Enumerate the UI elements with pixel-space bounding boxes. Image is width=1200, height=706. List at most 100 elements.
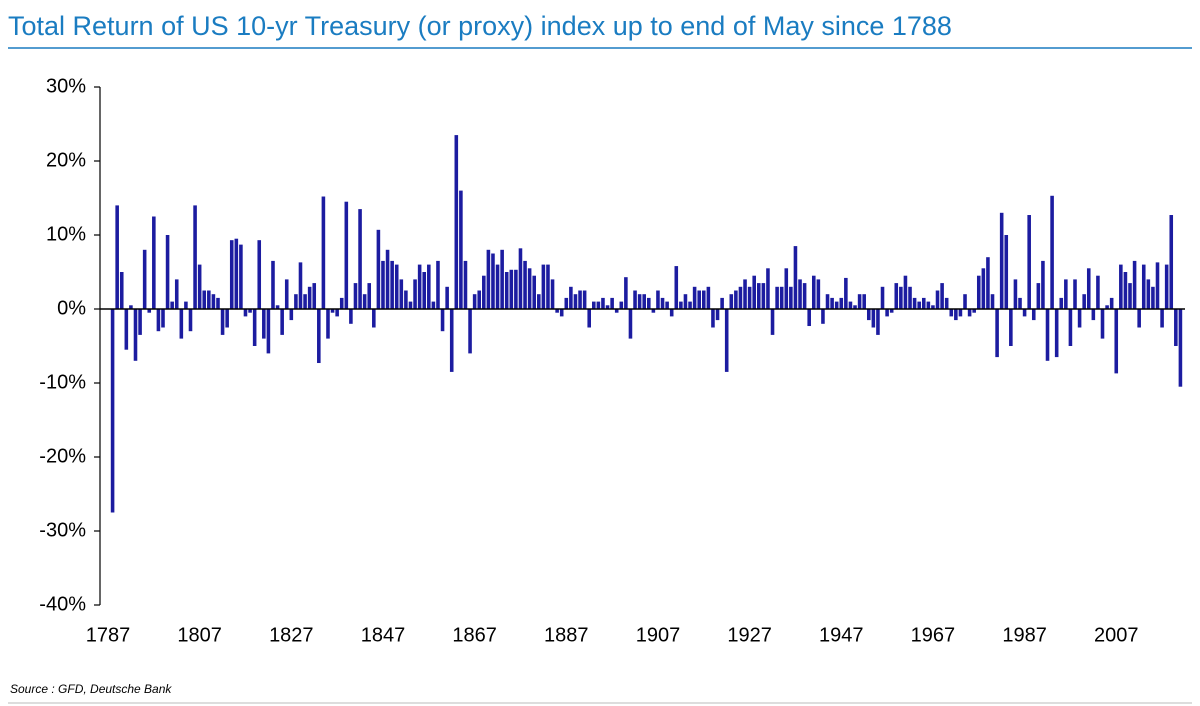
- bar: [500, 249, 504, 309]
- bar: [738, 286, 743, 309]
- bar: [188, 309, 193, 332]
- bar: [1146, 279, 1151, 309]
- bar: [1077, 309, 1082, 328]
- bar: [427, 264, 431, 309]
- bar: [330, 309, 335, 313]
- bar: [789, 286, 793, 309]
- bar: [339, 297, 344, 309]
- bar: [610, 297, 614, 309]
- bar: [651, 309, 656, 313]
- bar: [1004, 235, 1009, 309]
- bar: [715, 309, 720, 321]
- bar: [669, 309, 674, 317]
- bar: [170, 301, 174, 309]
- bar: [816, 279, 821, 309]
- bar: [266, 309, 271, 354]
- bar: [312, 283, 317, 309]
- bar: [637, 294, 642, 309]
- bar: [1123, 272, 1128, 309]
- bar: [1041, 260, 1045, 309]
- bar: [876, 309, 880, 335]
- bar: [724, 309, 729, 372]
- bar: [234, 238, 239, 309]
- bar: [1059, 297, 1064, 309]
- bar: [463, 260, 468, 309]
- bar: [1096, 275, 1100, 309]
- chart-title: Total Return of US 10-yr Treasury (or pr…: [8, 11, 952, 41]
- bar: [142, 249, 147, 309]
- bar: [161, 309, 165, 328]
- bar: [761, 283, 766, 309]
- bar: [335, 309, 339, 317]
- bar: [958, 309, 963, 317]
- bar: [1045, 309, 1050, 361]
- bar: [468, 309, 472, 354]
- x-tick-label: 1947: [819, 624, 864, 646]
- bar: [944, 297, 949, 309]
- bar: [110, 309, 115, 513]
- bar: [417, 264, 422, 309]
- bar: [633, 290, 637, 309]
- bar: [628, 309, 633, 339]
- bar: [912, 297, 917, 309]
- bar: [1086, 268, 1091, 309]
- bar: [889, 309, 894, 313]
- bar: [752, 275, 756, 309]
- bar: [697, 290, 701, 309]
- y-tick-label: -20%: [39, 445, 86, 467]
- bar: [834, 301, 839, 309]
- bar: [1132, 260, 1137, 309]
- bar: [990, 294, 995, 309]
- bar: [688, 301, 692, 309]
- bar: [857, 294, 862, 309]
- bar: [921, 297, 926, 309]
- bar: [317, 309, 321, 364]
- bar: [665, 301, 669, 309]
- bar: [518, 248, 523, 309]
- bar: [248, 309, 252, 313]
- bar: [514, 269, 518, 309]
- bar: [404, 290, 408, 309]
- bar: [229, 240, 234, 309]
- bar: [1013, 279, 1018, 309]
- bar: [899, 286, 903, 309]
- bar: [1105, 305, 1109, 309]
- bar: [1091, 309, 1096, 321]
- bar: [811, 275, 816, 309]
- bar: [1114, 309, 1119, 374]
- bar: [495, 264, 500, 309]
- bar: [592, 301, 596, 309]
- bar: [596, 301, 601, 309]
- bar: [367, 283, 372, 309]
- bar: [1160, 309, 1164, 328]
- bar: [784, 268, 789, 309]
- bar: [527, 268, 532, 309]
- bar: [445, 286, 449, 309]
- bar: [399, 279, 404, 309]
- bar: [1054, 309, 1059, 358]
- bar: [381, 260, 385, 309]
- bar: [477, 290, 482, 309]
- bar: [674, 266, 679, 309]
- bar: [275, 305, 280, 309]
- bar: [798, 279, 802, 309]
- bar: [871, 309, 876, 328]
- bar: [431, 301, 436, 309]
- bar: [541, 264, 546, 309]
- bar: [995, 309, 999, 358]
- bar: [582, 290, 587, 309]
- bar: [601, 297, 605, 309]
- y-tick-label: -40%: [39, 593, 86, 615]
- bar: [207, 290, 211, 309]
- y-tick-label: 10%: [46, 223, 86, 245]
- bar: [252, 309, 257, 346]
- bar: [1174, 309, 1178, 346]
- bar: [949, 309, 954, 317]
- bar: [307, 286, 312, 309]
- bar: [211, 294, 216, 309]
- bar: [894, 283, 899, 309]
- bar: [385, 249, 390, 309]
- bar: [660, 297, 665, 309]
- bar: [1178, 309, 1183, 387]
- bar: [756, 283, 761, 309]
